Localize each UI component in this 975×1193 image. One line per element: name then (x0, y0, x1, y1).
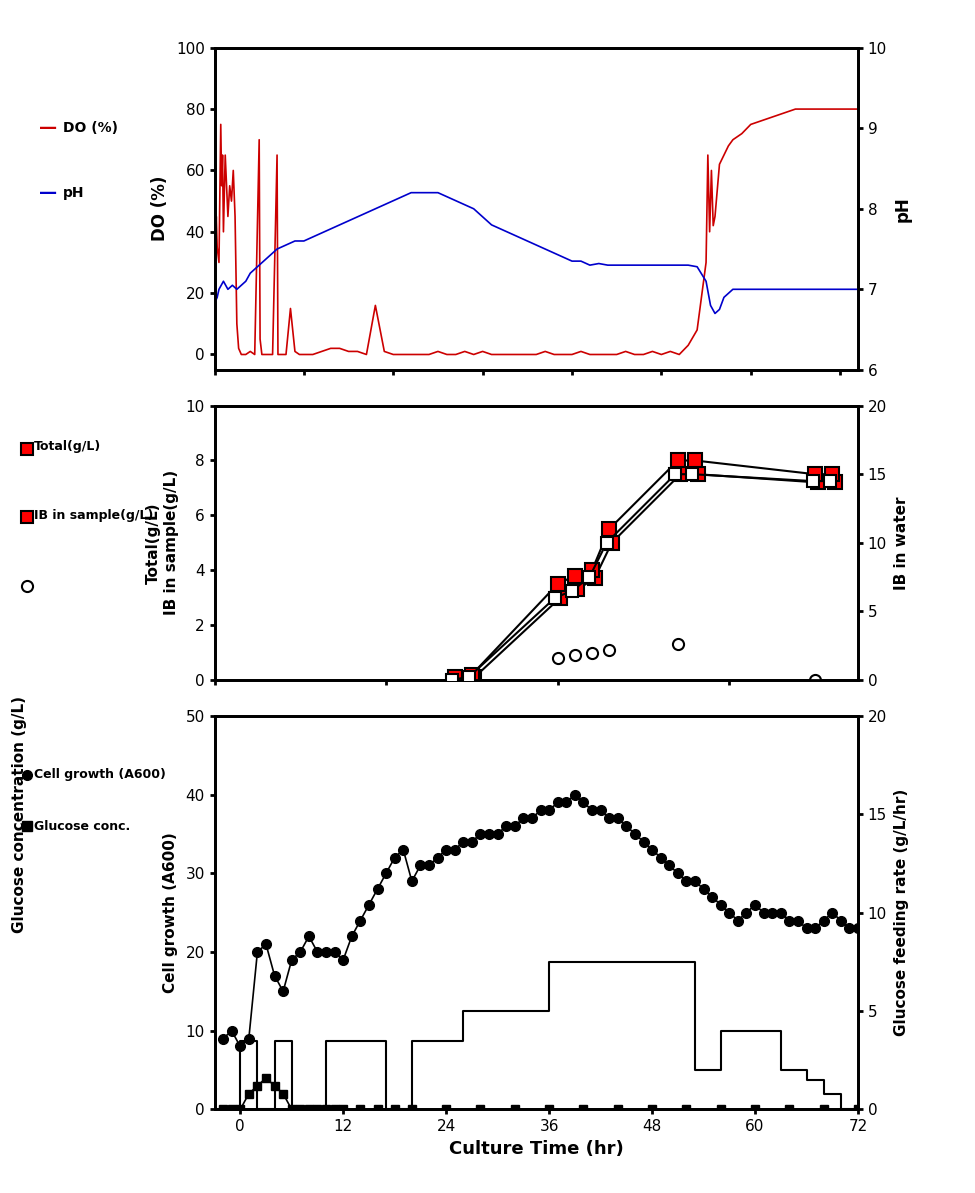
Text: —: — (39, 184, 58, 202)
Y-axis label: Cell growth (A600): Cell growth (A600) (164, 833, 178, 993)
Text: DO (%): DO (%) (63, 122, 118, 135)
X-axis label: Culture Time (hr): Culture Time (hr) (448, 1139, 624, 1157)
Y-axis label: Glucose feeding rate (g/L/hr): Glucose feeding rate (g/L/hr) (894, 789, 909, 1037)
Y-axis label: IB in water: IB in water (894, 496, 909, 589)
Text: Glucose conc.: Glucose conc. (34, 820, 131, 833)
Text: —: — (39, 119, 58, 137)
Text: Total(g/L): Total(g/L) (34, 440, 101, 453)
Text: pH: pH (63, 186, 85, 199)
Text: IB in sample(g/L): IB in sample(g/L) (34, 509, 153, 521)
Text: Glucose concentration (g/L): Glucose concentration (g/L) (12, 696, 27, 933)
Y-axis label: DO (%): DO (%) (151, 177, 169, 241)
Text: Cell growth (A600): Cell growth (A600) (34, 768, 166, 781)
Y-axis label: Total(g/L)
IB in sample(g/L): Total(g/L) IB in sample(g/L) (146, 470, 178, 616)
Y-axis label: pH: pH (894, 196, 912, 222)
